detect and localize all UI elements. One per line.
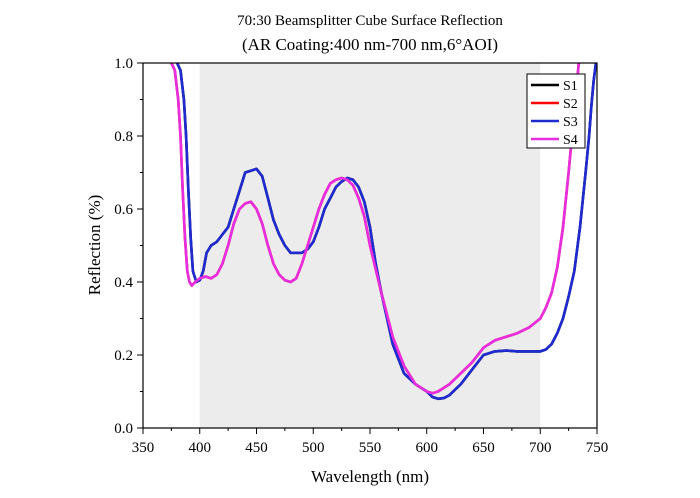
y-tick-label: 0.0: [114, 421, 133, 437]
series-layer: [170, 63, 597, 401]
x-tick-label: 450: [245, 440, 268, 456]
y-tick-label: 0.4: [114, 275, 133, 291]
x-tick-label: 650: [472, 440, 495, 456]
axes-layer: 350 400 450 500 550 600 650 700 750 0.0 0.2 0.4 0.6 0…: [114, 56, 608, 456]
legend-label-s3: S3: [563, 115, 578, 130]
legend-box: [526, 73, 586, 149]
y-tick-label: 1.0: [114, 56, 133, 72]
x-tick-label: 600: [416, 440, 439, 456]
x-tick-label: 700: [529, 440, 552, 456]
y-axis-label: Reflection (%): [85, 195, 104, 296]
x-axis-label: Wavelength (nm): [311, 467, 429, 486]
x-tick-label: 750: [586, 440, 609, 456]
x-tick-label: 500: [302, 440, 325, 456]
x-tick-label: 550: [359, 440, 382, 456]
legend: S1 S2 S3 S4: [526, 73, 586, 149]
x-tick-label: 400: [189, 440, 212, 456]
legend-label-s4: S4: [563, 133, 578, 148]
y-tick-label: 0.2: [114, 348, 133, 364]
chart-title: 70:30 Beamsplitter Cube Surface Reflecti…: [237, 13, 503, 29]
y-tick-label: 0.8: [114, 129, 133, 145]
legend-label-s1: S1: [563, 79, 578, 94]
series-line-s4: [170, 63, 581, 395]
y-tick-label: 0.6: [114, 202, 133, 218]
chart-subtitle: (AR Coating:400 nm-700 nm,6°AOI): [242, 35, 498, 54]
legend-label-s2: S2: [563, 97, 578, 112]
x-tick-label: 350: [132, 440, 155, 456]
